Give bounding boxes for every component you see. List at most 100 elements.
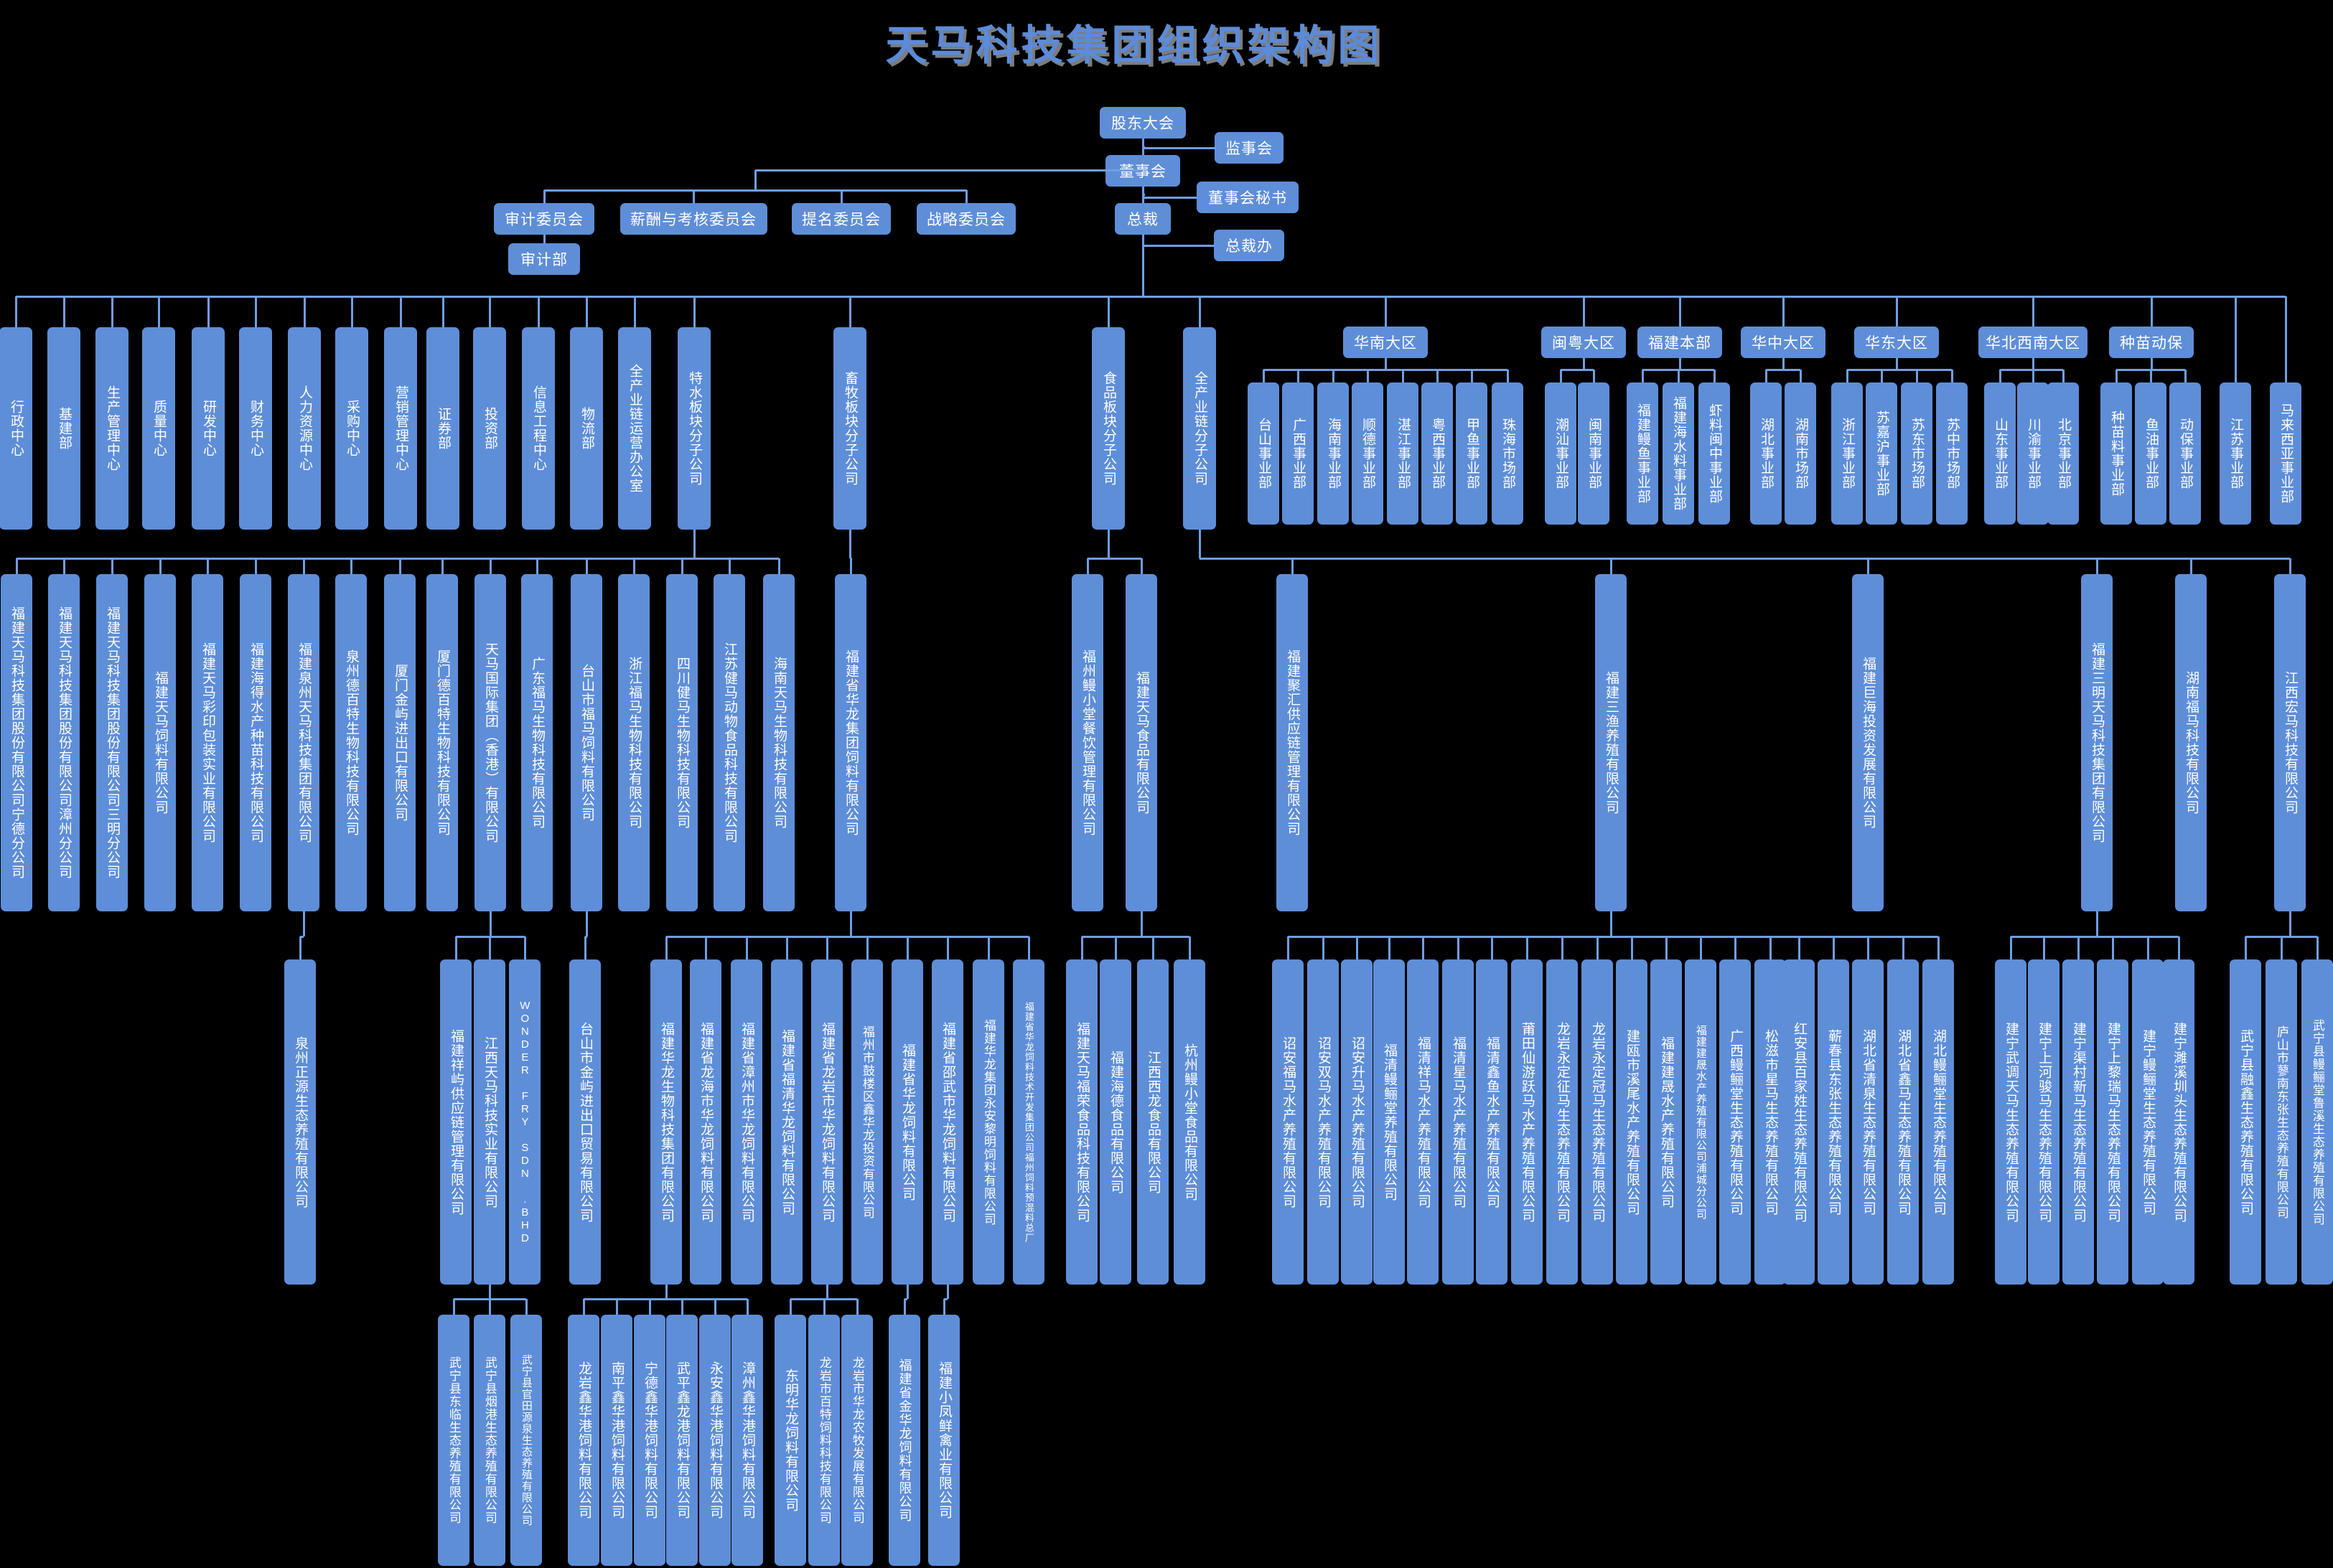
connector-line bbox=[1880, 370, 1883, 382]
org-node-t09: 厦门金屿进出口有限公司 bbox=[384, 574, 416, 911]
connector-line bbox=[746, 1299, 749, 1315]
connector-line bbox=[15, 558, 18, 574]
org-node-shareholders: 股东大会 bbox=[1100, 107, 1186, 139]
connector-line bbox=[745, 936, 748, 959]
org-node-r17: 苏嘉沪事业部 bbox=[1866, 382, 1897, 525]
org-node-f09: 福建省福清华龙饲料有限公司 bbox=[771, 959, 803, 1285]
connector-line bbox=[2032, 358, 2034, 370]
connector-line bbox=[943, 1299, 945, 1315]
org-node-r10: 闽南事业部 bbox=[1578, 382, 1609, 525]
connector-line bbox=[1641, 370, 1644, 382]
org-node-d08: 采购中心 bbox=[335, 327, 368, 530]
org-node-b03: 武宁县官田源泉生态养殖有限公司 bbox=[510, 1315, 542, 1566]
org-node-f21: 诏安双马水产养殖有限公司 bbox=[1307, 959, 1339, 1285]
connector-line bbox=[2095, 558, 2098, 574]
org-node-president-office: 总裁办 bbox=[1214, 230, 1284, 261]
org-node-r13: 虾料闽中事业部 bbox=[1698, 382, 1730, 525]
connector-line bbox=[2111, 936, 2114, 959]
connector-line bbox=[585, 296, 588, 327]
connector-line bbox=[1200, 557, 2290, 560]
org-node-f07: 福建省龙海市华龙饲料有限公司 bbox=[690, 959, 721, 1285]
connector-line bbox=[2316, 936, 2319, 959]
connector-line bbox=[1846, 370, 1848, 382]
org-node-rh5: 华东大区 bbox=[1854, 327, 1939, 358]
connector-line bbox=[1764, 370, 1767, 382]
org-node-t08: 泉州德百特生物科技有限公司 bbox=[335, 574, 367, 911]
connector-line bbox=[1384, 358, 1387, 370]
connector-line bbox=[544, 189, 967, 192]
connector-line bbox=[681, 558, 683, 574]
connector-line bbox=[1782, 296, 1785, 327]
connector-line bbox=[1401, 370, 1404, 382]
org-node-r01: 台山事业部 bbox=[1248, 382, 1279, 525]
org-node-r24: 鱼油事业部 bbox=[2135, 382, 2166, 525]
org-node-b09: 漳州鑫华港饲料有限公司 bbox=[731, 1315, 763, 1566]
org-node-d09: 营销管理中心 bbox=[384, 327, 417, 530]
org-node-f34: 松滋市星马生态养殖有限公司 bbox=[1754, 959, 1786, 1285]
connector-line bbox=[1734, 936, 1736, 959]
connector-line bbox=[1866, 558, 1869, 574]
connector-line bbox=[1902, 936, 1904, 959]
connector-line bbox=[207, 296, 210, 327]
connector-line bbox=[350, 296, 353, 327]
org-node-b02: 武宁县烟港生态养殖有限公司 bbox=[474, 1315, 505, 1566]
org-node-board-sec: 董事会秘书 bbox=[1197, 182, 1299, 213]
connector-line bbox=[789, 1299, 792, 1315]
connector-line bbox=[1678, 296, 1681, 327]
connector-line bbox=[300, 935, 304, 938]
org-node-d16: 畜牧板块分子公司 bbox=[833, 327, 866, 530]
org-node-b10: 东明华龙饲料有限公司 bbox=[775, 1315, 806, 1566]
org-node-f18: 江西西龙食品有限公司 bbox=[1137, 959, 1169, 1285]
connector-line bbox=[1677, 370, 1680, 382]
org-node-b14: 福建小凤鲜禽业有限公司 bbox=[928, 1315, 960, 1566]
connector-line bbox=[785, 936, 788, 959]
org-node-t10: 厦门德百特生物科技有限公司 bbox=[426, 574, 458, 911]
org-node-f05: 台山市金屿进出口贸易有限公司 bbox=[569, 959, 601, 1285]
connector-line bbox=[1630, 936, 1633, 959]
connector-line bbox=[1582, 296, 1585, 327]
connector-line bbox=[1470, 370, 1473, 382]
connector-line bbox=[1288, 935, 1938, 938]
connector-line bbox=[1151, 936, 1154, 959]
org-node-d15: 特水板块分子公司 bbox=[678, 327, 711, 530]
org-node-d11: 投资部 bbox=[473, 327, 506, 530]
connector-line bbox=[615, 1299, 618, 1315]
org-node-t06: 福建海得水产种苗科技有限公司 bbox=[240, 574, 271, 911]
connector-line bbox=[525, 1299, 528, 1315]
connector-line bbox=[1027, 936, 1030, 959]
org-node-b05: 南平鑫华港饲料有限公司 bbox=[601, 1315, 632, 1566]
org-node-r21: 川渝事业部 bbox=[2017, 382, 2049, 525]
connector-line bbox=[2095, 911, 2098, 936]
org-node-f03: 江西天马科技实业有限公司 bbox=[474, 959, 505, 1285]
connector-line bbox=[1769, 936, 1772, 959]
org-node-d03: 生产管理中心 bbox=[95, 327, 128, 530]
org-node-b12: 龙岩市华龙农牧发展有限公司 bbox=[841, 1315, 873, 1566]
connector-line bbox=[1143, 196, 1197, 199]
connector-line bbox=[111, 296, 113, 327]
org-node-t16: 江苏健马动物食品科技有限公司 bbox=[714, 574, 745, 911]
connector-line bbox=[848, 296, 851, 327]
org-node-r07: 甲鱼事业部 bbox=[1456, 382, 1487, 525]
org-node-f35: 红安县百家姓生态养殖有限公司 bbox=[1783, 959, 1815, 1285]
org-node-f38: 湖北省鑫马生态养殖有限公司 bbox=[1887, 959, 1919, 1285]
connector-line bbox=[1114, 936, 1117, 959]
org-node-f01: 泉州正源生态养殖有限公司 bbox=[284, 959, 316, 1285]
connector-line bbox=[1141, 194, 1144, 203]
connector-line bbox=[849, 558, 852, 574]
org-node-f47: 庐山市蓼南东张生态养殖有限公司 bbox=[2266, 959, 2297, 1285]
connector-line bbox=[1847, 368, 1952, 371]
connector-line bbox=[1766, 368, 1800, 371]
org-node-rh2: 闽粤大区 bbox=[1541, 327, 1626, 358]
connector-line bbox=[543, 235, 546, 243]
org-node-t12: 广东福马生物科技有限公司 bbox=[521, 574, 553, 911]
org-node-f06: 福建华龙生物科技集团有限公司 bbox=[650, 959, 682, 1285]
org-node-r23: 种苗料事业部 bbox=[2100, 382, 2132, 525]
connector-line bbox=[441, 296, 444, 327]
org-node-f40: 建宁武调天马生态养殖有限公司 bbox=[1995, 959, 2026, 1285]
org-node-f48: 武宁县鳗鲡堂鲁溪生态养殖有限公司 bbox=[2301, 959, 2333, 1285]
org-node-r26: 江苏事业部 bbox=[2220, 382, 2251, 525]
connector-line bbox=[2042, 936, 2045, 959]
connector-line bbox=[536, 558, 538, 574]
org-node-r18: 苏东市场部 bbox=[1901, 382, 1932, 525]
org-node-f44: 建宁鳗鲡堂生态养殖有限公司 bbox=[2132, 959, 2164, 1285]
